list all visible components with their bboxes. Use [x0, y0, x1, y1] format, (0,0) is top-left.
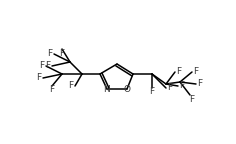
Text: F: F [49, 86, 55, 94]
Text: F: F [46, 61, 51, 71]
Text: O: O [123, 85, 131, 93]
Text: F: F [47, 50, 53, 58]
Text: F: F [198, 79, 202, 89]
Text: F: F [68, 82, 74, 90]
Text: F: F [39, 61, 45, 71]
Text: F: F [194, 68, 198, 76]
Text: F: F [59, 49, 65, 57]
Text: F: F [179, 82, 185, 90]
Text: F: F [177, 68, 181, 76]
Text: N: N [104, 85, 110, 93]
Text: F: F [36, 73, 42, 83]
Text: F: F [167, 84, 173, 92]
Text: F: F [190, 94, 194, 104]
Text: F: F [149, 88, 155, 96]
